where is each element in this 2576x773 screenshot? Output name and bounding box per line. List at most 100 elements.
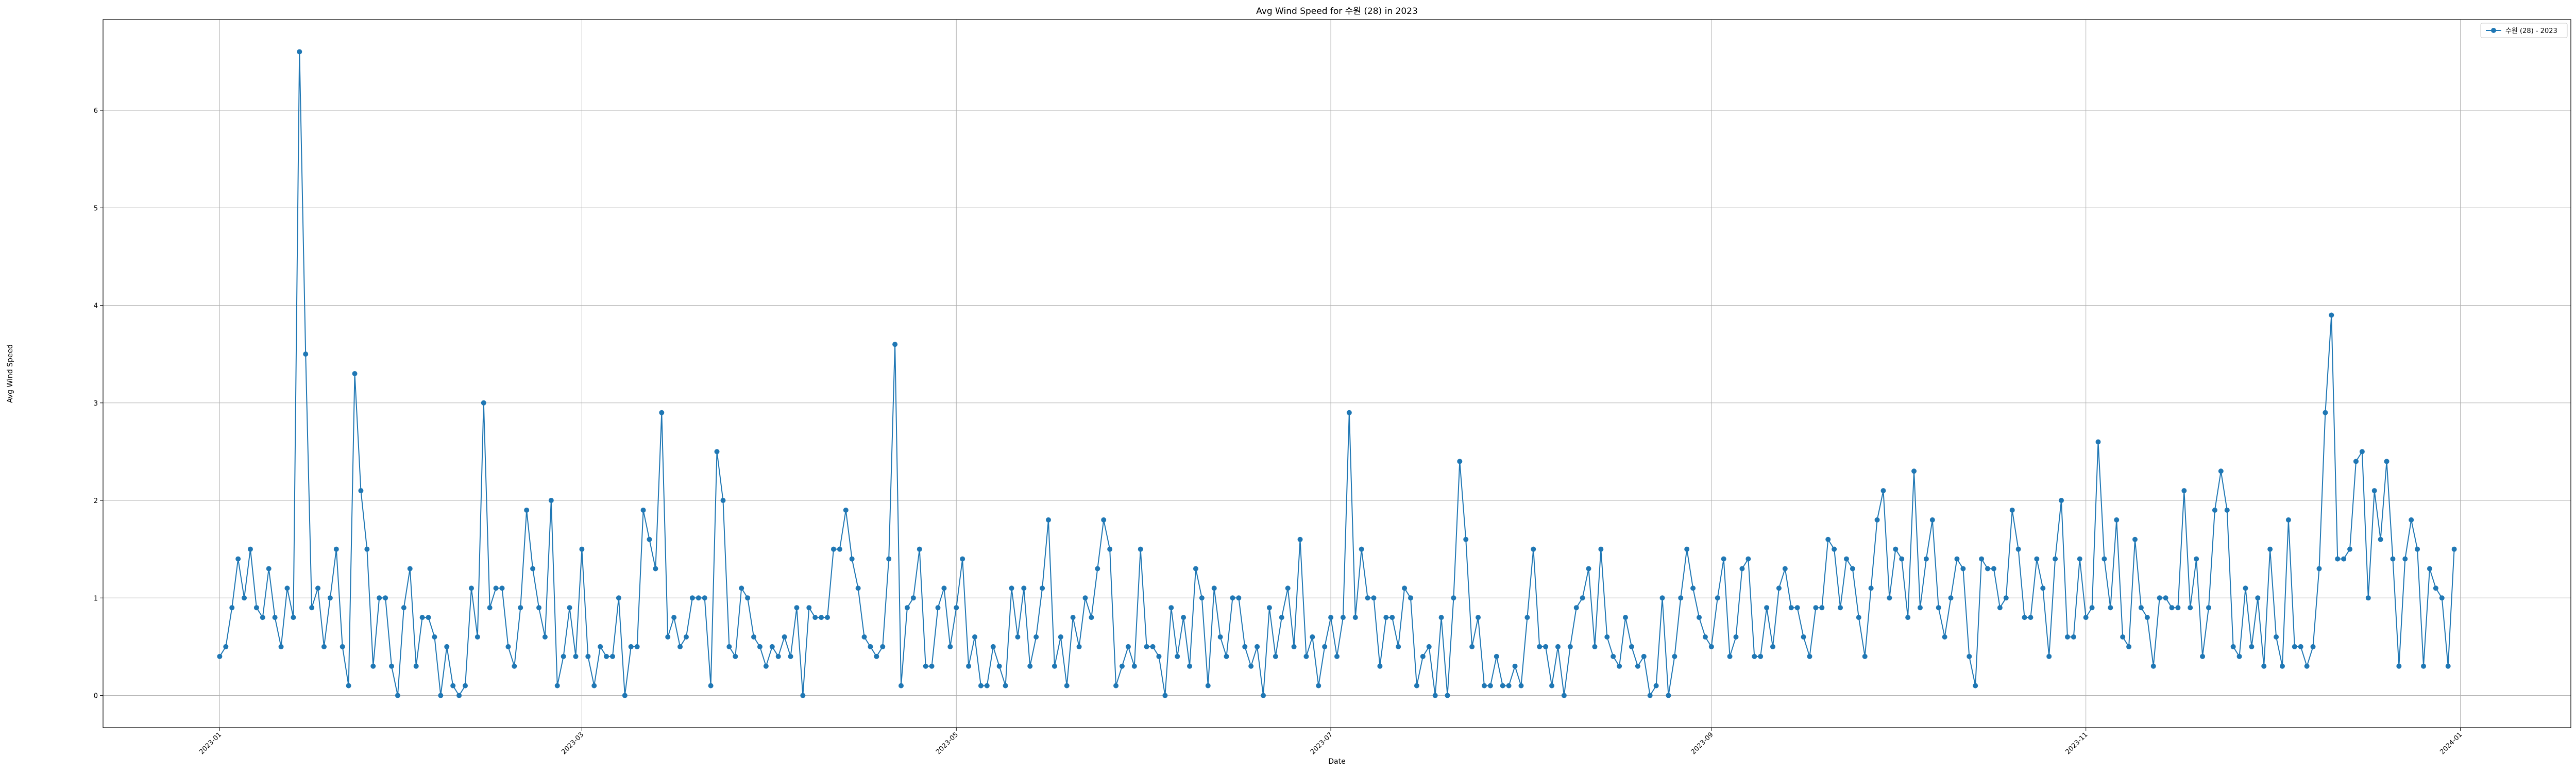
legend-label: 수원 (28) - 2023: [2505, 27, 2557, 35]
data-point: [1825, 536, 1831, 542]
data-point: [1721, 556, 1726, 562]
data-point: [1991, 566, 1996, 572]
x-tick-label: 2024-01: [2438, 731, 2464, 756]
data-point: [960, 556, 965, 562]
data-point: [1310, 634, 1315, 640]
data-point: [1782, 566, 1788, 572]
data-point: [309, 605, 315, 611]
data-point: [1266, 605, 1272, 611]
data-point: [1445, 693, 1450, 698]
data-point: [1481, 683, 1487, 688]
data-point: [561, 653, 566, 659]
data-point: [1064, 683, 1070, 688]
data-point: [567, 605, 572, 611]
y-axis-label: Avg Wind Speed: [6, 344, 14, 403]
y-tick-label: 6: [94, 107, 98, 115]
data-point: [1420, 653, 1426, 659]
data-point: [2298, 644, 2303, 649]
data-point: [1463, 536, 1469, 542]
data-point: [726, 644, 732, 649]
data-point: [634, 644, 640, 649]
data-point: [1156, 653, 1162, 659]
data-point: [1819, 605, 1825, 611]
data-point: [364, 546, 370, 552]
data-point: [609, 653, 615, 659]
data-point: [1838, 605, 1843, 611]
data-point: [739, 585, 744, 591]
data-point: [2095, 439, 2101, 445]
data-point: [1242, 644, 1248, 649]
y-tick-label: 5: [94, 205, 98, 212]
data-point: [2077, 556, 2082, 562]
data-point: [2212, 507, 2217, 513]
data-point: [2194, 556, 2199, 562]
data-point: [2028, 615, 2033, 620]
data-point: [1843, 556, 1849, 562]
data-point: [530, 566, 536, 572]
data-point: [2236, 653, 2242, 659]
data-point: [266, 566, 272, 572]
data-point: [573, 653, 579, 659]
data-point: [2206, 605, 2211, 611]
data-point: [1905, 615, 1911, 620]
data-point: [2378, 536, 2383, 542]
data-point: [377, 595, 382, 601]
data-point: [1009, 585, 1014, 591]
data-point: [1832, 546, 1837, 552]
data-point: [702, 595, 707, 601]
data-point: [628, 644, 634, 649]
data-point: [831, 546, 836, 552]
data-point: [745, 595, 751, 601]
data-point: [966, 663, 972, 669]
data-point: [1776, 585, 1782, 591]
data-point: [297, 49, 302, 55]
data-point: [978, 683, 984, 688]
data-point: [468, 585, 474, 591]
data-point: [1678, 595, 1684, 601]
data-point: [2274, 634, 2279, 640]
data-point: [1494, 653, 1499, 659]
data-point: [1770, 644, 1775, 649]
data-point: [1432, 693, 1438, 698]
data-point: [242, 595, 247, 601]
data-point: [2108, 605, 2113, 611]
data-point: [689, 595, 695, 601]
data-point: [1518, 683, 1524, 688]
data-point: [1942, 634, 1947, 640]
data-point: [1365, 595, 1370, 601]
data-point: [1095, 566, 1100, 572]
legend-marker: [2491, 28, 2496, 33]
data-point: [1193, 566, 1198, 572]
data-point: [1236, 595, 1242, 601]
data-point: [1948, 595, 1954, 601]
data-point: [1082, 595, 1088, 601]
grid: [103, 20, 2571, 728]
data-point: [1150, 644, 1156, 649]
data-point: [1119, 663, 1125, 669]
data-point: [806, 605, 812, 611]
data-point: [910, 595, 916, 601]
data-point: [1850, 566, 1855, 572]
data-point: [1985, 566, 1991, 572]
data-point: [512, 663, 517, 669]
data-point: [917, 546, 922, 552]
data-point: [2071, 634, 2076, 640]
data-point: [2188, 605, 2193, 611]
data-point: [825, 615, 831, 620]
data-point: [2181, 488, 2187, 494]
data-point: [1697, 615, 1702, 620]
data-point: [880, 644, 886, 649]
data-point: [554, 683, 560, 688]
y-tick-label: 2: [94, 497, 98, 505]
data-point: [904, 605, 910, 611]
data-point: [1555, 644, 1561, 649]
x-tick-label: 2023-01: [198, 731, 223, 756]
data-point: [1702, 634, 1708, 640]
data-point: [2114, 517, 2120, 523]
data-point: [1506, 683, 1512, 688]
data-point: [2224, 507, 2230, 513]
data-point: [1979, 556, 1985, 562]
data-point: [2218, 468, 2224, 474]
data-point: [407, 566, 413, 572]
